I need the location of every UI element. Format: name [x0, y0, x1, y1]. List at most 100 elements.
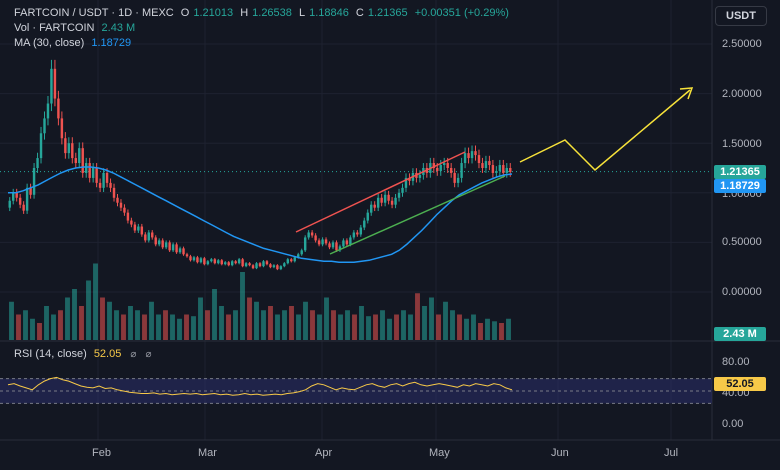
volume-bar: [226, 314, 231, 340]
price-tick: 2.50000: [722, 38, 762, 50]
candle-body: [363, 220, 366, 228]
volume-badge: 2.43 M: [714, 327, 766, 341]
ma-label[interactable]: MA (30, close): [14, 37, 85, 49]
candle-body: [470, 151, 474, 159]
volume-bar: [485, 318, 490, 340]
candle-body: [192, 257, 196, 261]
channel-top-line: [295, 151, 466, 233]
candle-body: [29, 187, 32, 195]
candle-body: [91, 168, 95, 178]
candle-body: [84, 163, 88, 173]
candle-body: [234, 261, 237, 264]
volume-bar: [352, 314, 357, 340]
price-tick: 0.00000: [722, 286, 762, 298]
candle-body: [95, 168, 98, 183]
volume-bar: [37, 323, 42, 340]
candle-body: [164, 242, 168, 248]
candle-body: [144, 234, 147, 241]
candle-body: [338, 246, 342, 251]
candle-body: [397, 192, 401, 198]
candle-body: [328, 243, 331, 248]
volume-histogram: [9, 263, 511, 340]
candle-body: [241, 259, 244, 267]
candle-body: [272, 265, 276, 268]
volume-bar: [254, 301, 259, 340]
candle-body: [8, 200, 11, 208]
candle-body: [112, 187, 116, 198]
volume-bar: [240, 272, 245, 340]
candle-body: [418, 174, 422, 178]
close-value: 1.21365: [367, 7, 408, 19]
candle-body: [349, 237, 352, 245]
currency-button[interactable]: USDT: [715, 6, 767, 26]
candle-body: [324, 239, 328, 244]
ma-polyline: [8, 166, 513, 263]
candle-body: [64, 138, 67, 154]
volume-bar: [499, 323, 504, 340]
candle-body: [123, 207, 126, 213]
volume-bar: [114, 310, 119, 340]
candle-body: [481, 163, 484, 168]
volume-bar: [247, 297, 252, 340]
volume-bar: [198, 297, 203, 340]
volume-bar: [464, 318, 469, 340]
candle-body: [307, 232, 310, 238]
volume-bar: [345, 310, 350, 340]
price-tick: 2.00000: [722, 88, 762, 100]
candle-body: [137, 226, 140, 231]
candle-body: [467, 153, 470, 159]
high-value: 1.26538: [252, 7, 292, 19]
candle-body: [269, 264, 272, 268]
volume-label[interactable]: Vol · FARTCOIN: [14, 22, 95, 34]
volume-bar: [51, 314, 56, 340]
volume-bar: [275, 314, 280, 340]
eye-off-icon[interactable]: ⌀: [130, 349, 137, 360]
volume-bar: [177, 318, 182, 340]
volume-bar: [58, 310, 63, 340]
projection-path: [519, 89, 691, 172]
symbol-title[interactable]: FARTCOIN / USDT · 1D · MEXC: [14, 7, 174, 19]
candle-body: [210, 259, 213, 262]
volume-bar: [149, 301, 154, 340]
candle-body: [171, 244, 175, 251]
volume-bar: [135, 310, 140, 340]
volume-bar: [359, 306, 364, 340]
volume-bar: [233, 310, 238, 340]
rsi-label[interactable]: RSI (14, close): [14, 348, 87, 360]
candle-body: [491, 165, 495, 173]
time-tick: Mar: [198, 447, 217, 459]
candle-body: [376, 197, 380, 208]
volume-bar: [282, 310, 287, 340]
candle-body: [140, 226, 144, 235]
candle-body: [443, 163, 446, 166]
candle-body: [297, 254, 300, 258]
candle-body: [380, 197, 383, 203]
volume-bar: [457, 314, 462, 340]
trend-drawings[interactable]: [295, 87, 694, 255]
volume-bar: [317, 314, 322, 340]
candle-body: [366, 212, 369, 221]
candle-body: [178, 248, 182, 253]
price-tick: 1.50000: [722, 138, 762, 150]
candle-body: [67, 143, 71, 154]
candle-body: [303, 237, 307, 251]
candle-body: [185, 254, 189, 257]
candle-body: [383, 194, 387, 203]
candle-body: [251, 265, 255, 269]
candle-body: [81, 148, 84, 173]
volume-bar: [450, 310, 455, 340]
projection-arrowhead: [679, 87, 694, 100]
candle-body: [335, 242, 338, 251]
candle-body: [408, 177, 411, 181]
candle-body: [119, 202, 123, 208]
circle-icon[interactable]: ⌀: [145, 349, 152, 360]
candle-body: [224, 262, 227, 265]
candle-body: [276, 265, 279, 270]
candle-body: [495, 170, 498, 173]
volume-bar: [191, 316, 196, 340]
volume-bar: [415, 293, 420, 340]
candle-body: [105, 172, 109, 183]
volume-bar: [212, 289, 217, 340]
candle-body: [255, 263, 258, 269]
